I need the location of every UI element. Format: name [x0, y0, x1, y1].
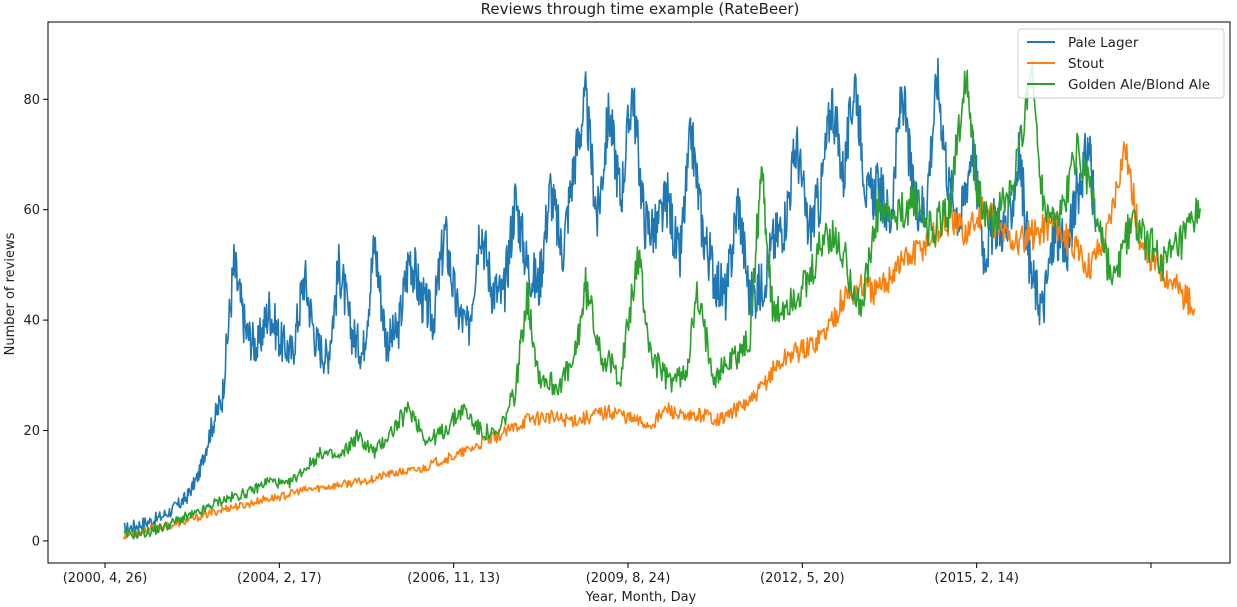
legend-entry: Pale Lager: [1068, 35, 1139, 51]
axes: 0 20 40 60 80 (2000, 4, 26) (2004, 2, 17) (2006…: [23, 93, 1152, 586]
x-axis-label: Year, Month, Day: [585, 590, 697, 605]
y-tick-label: 60: [23, 203, 40, 218]
series-line-1: [123, 141, 1196, 540]
y-tick-label: 80: [23, 93, 40, 108]
series-lines: [123, 57, 1202, 540]
x-tick-label: (2000, 4, 26): [63, 571, 148, 586]
series-line-0: [123, 57, 1097, 537]
x-tick-label: (2015, 2, 14): [934, 571, 1019, 586]
legend: Pale Lager Stout Golden Ale/Blond Ale: [1017, 28, 1225, 99]
y-tick-label: 40: [23, 314, 40, 329]
x-tick-label: (2004, 2, 17): [237, 571, 322, 586]
x-tick-label: (2009, 8, 24): [586, 571, 671, 586]
y-axis-label: Number of reviews: [3, 232, 18, 355]
legend-entry: Golden Ale/Blond Ale: [1068, 77, 1210, 93]
legend-box: [1017, 28, 1225, 99]
legend-entry: Stout: [1068, 56, 1104, 72]
chart-title: Reviews through time example (RateBeer): [481, 0, 800, 18]
series-line-2: [123, 60, 1202, 540]
x-tick-label: (2006, 11, 13): [407, 571, 500, 586]
plot-frame: [47, 21, 1231, 564]
y-tick-label: 0: [32, 534, 40, 549]
x-tick-label: (2012, 5, 20): [760, 571, 845, 586]
y-tick-label: 20: [23, 424, 40, 439]
